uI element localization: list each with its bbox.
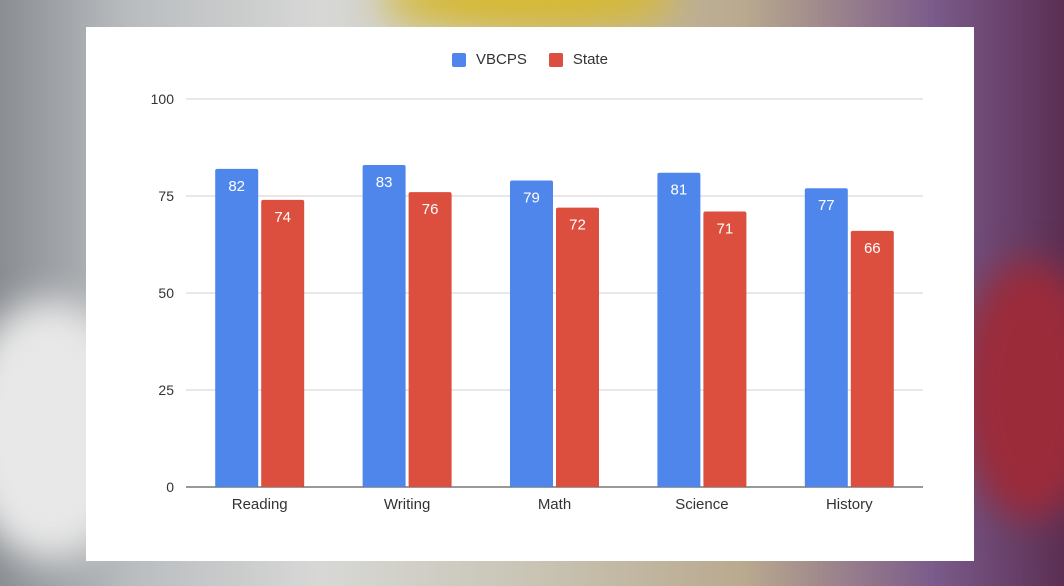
- x-tick-label: Reading: [232, 496, 288, 513]
- bar-vbcps-history: [804, 188, 848, 488]
- bar-state-writing: [408, 192, 452, 487]
- x-tick-label: Writing: [384, 496, 430, 513]
- y-tick-label: 50: [158, 285, 174, 301]
- bar-state-science: [703, 211, 747, 487]
- legend-swatch-state: [548, 52, 563, 67]
- x-tick-label: History: [826, 496, 873, 513]
- chart-legend: VBCPS State: [86, 51, 974, 68]
- legend-label-vbcps: VBCPS: [476, 51, 527, 68]
- data-label: 82: [228, 178, 245, 195]
- data-label: 74: [274, 209, 291, 226]
- bar-state-math: [556, 207, 599, 487]
- y-tick-label: 0: [166, 479, 174, 495]
- data-label: 66: [864, 240, 881, 257]
- bar-vbcps-science: [657, 172, 701, 487]
- data-label: 83: [376, 174, 393, 191]
- x-tick-label: Science: [675, 496, 728, 513]
- legend-label-state: State: [572, 51, 608, 68]
- legend-item-state: State: [548, 51, 608, 68]
- bar-vbcps-reading: [215, 168, 259, 487]
- bar-chart: 0 25 50 75 100 82 74 Reading 83 76 Writing 79 72 Math…: [151, 91, 923, 513]
- legend-item-vbcps: VBCPS: [452, 51, 527, 68]
- y-tick-label: 100: [151, 91, 175, 107]
- bar-state-reading: [261, 199, 305, 487]
- y-tick-label: 25: [158, 382, 174, 398]
- legend-swatch-vbcps: [452, 52, 467, 67]
- bar-vbcps-math: [510, 180, 553, 488]
- data-label: 71: [717, 221, 734, 238]
- data-label: 77: [818, 197, 835, 214]
- y-tick-label: 75: [158, 188, 174, 204]
- data-label: 81: [671, 182, 688, 199]
- chart-card: VBCPS State 0 25 50 75 100 82 74 Reading 83 76 Wri…: [86, 27, 974, 561]
- data-label: 79: [523, 189, 540, 206]
- data-label: 72: [569, 217, 586, 234]
- data-label: 76: [422, 201, 439, 218]
- x-tick-label: Math: [538, 496, 571, 513]
- bar-vbcps-writing: [362, 164, 406, 487]
- bar-state-history: [850, 230, 894, 488]
